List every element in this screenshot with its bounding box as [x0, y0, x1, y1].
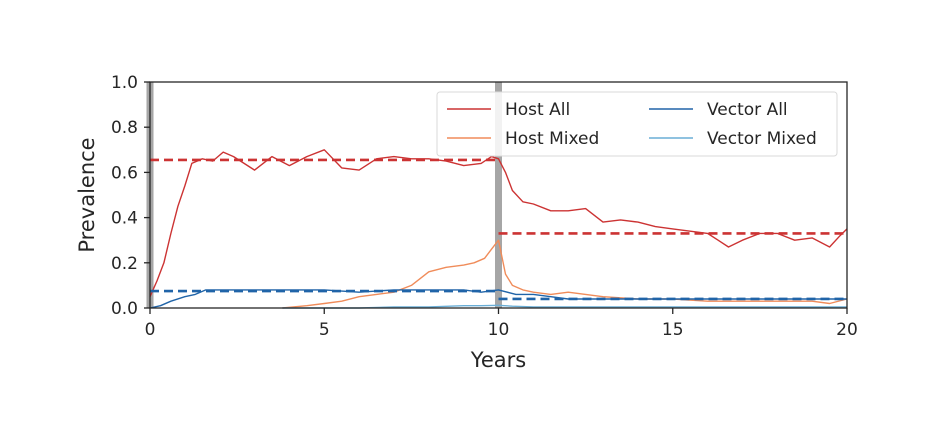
y-tick-label-5: 1.0 — [111, 73, 138, 93]
y-tick-label-3: 0.6 — [111, 163, 138, 183]
x-tick-label-4: 20 — [836, 320, 858, 340]
legend-frame — [436, 91, 838, 157]
y-axis-label: Prevalence — [75, 137, 99, 252]
legend-label-1: Host Mixed — [505, 129, 599, 149]
legend-label-2: Vector All — [707, 100, 788, 120]
series-line-vector-mixed — [282, 304, 847, 309]
legend-label-3: Vector Mixed — [707, 129, 817, 149]
x-axis-label: Years — [470, 348, 526, 372]
reference-lines — [150, 158, 847, 301]
x-tick-label-2: 10 — [488, 320, 510, 340]
series-line-host-mixed — [282, 239, 848, 309]
x-tick-label-3: 15 — [662, 320, 684, 340]
y-tick-label-0: 0.0 — [111, 299, 138, 319]
x-tick-label-1: 5 — [319, 320, 330, 340]
legend-label-0: Host All — [505, 100, 570, 120]
x-tick-label-0: 0 — [145, 320, 156, 340]
y-tick-label-4: 0.8 — [111, 118, 138, 138]
legend: Host All Host Mixed Vector All Vector Mixed — [436, 91, 838, 157]
axis-ticks: 0 5 10 15 20 0.0 0.2 0.4 0.6 0.8 1.0 — [111, 73, 858, 340]
y-tick-label-1: 0.2 — [111, 254, 138, 274]
y-tick-label-2: 0.4 — [111, 209, 138, 229]
